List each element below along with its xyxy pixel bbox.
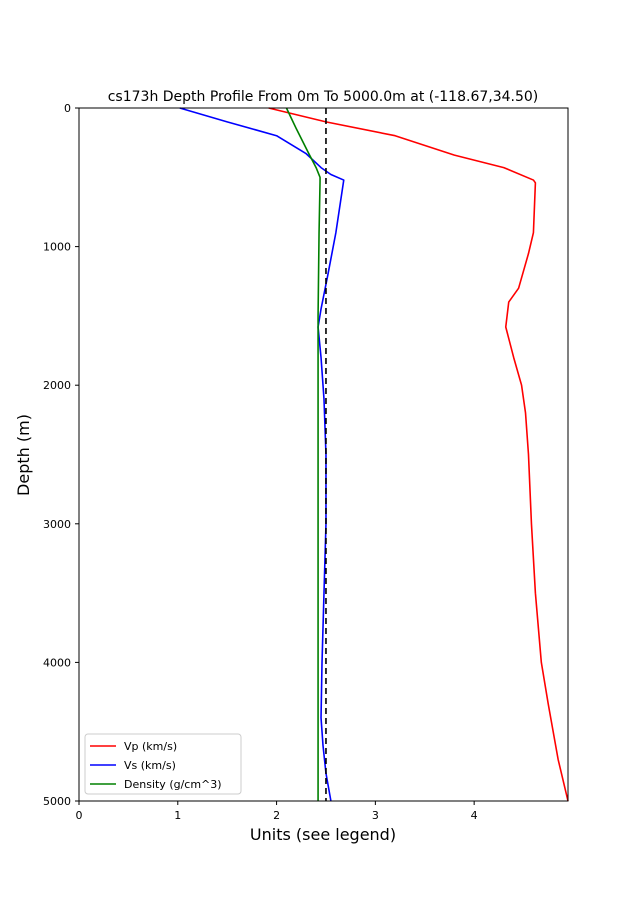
y-tick-label: 0 <box>64 102 71 115</box>
x-axis-title: Units (see legend) <box>250 825 396 844</box>
y-axis: 0 1000 2000 3000 4000 5000 <box>43 102 79 808</box>
y-tick-label: 1000 <box>43 241 71 254</box>
legend-label-density-g-cm-3: Density (g/cm^3) <box>124 778 222 791</box>
y-tick-label: 5000 <box>43 795 71 808</box>
chart-title: cs173h Depth Profile From 0m To 5000.0m … <box>108 89 539 105</box>
series-layer <box>179 107 569 802</box>
legend-label-vp-km-s: Vp (km/s) <box>124 740 177 753</box>
x-tick-label: 0 <box>76 809 83 822</box>
legend: Vp (km/s) Vs (km/s) Density (g/cm^3) <box>84 733 242 795</box>
x-tick-label: 2 <box>273 809 280 822</box>
y-tick-label: 4000 <box>43 656 71 669</box>
x-tick-label: 1 <box>174 809 181 822</box>
y-tick-label: 3000 <box>43 518 71 531</box>
x-axis: 0 1 2 3 4 <box>76 801 478 822</box>
series-line-density-g-cm-3 <box>285 107 321 801</box>
y-axis-title: Depth (m) <box>14 414 33 496</box>
x-tick-label: 3 <box>372 809 379 822</box>
series-line-vp-km-s <box>268 107 569 802</box>
x-tick-label: 4 <box>471 809 478 822</box>
plot-frame <box>78 107 569 802</box>
legend-box <box>84 733 242 795</box>
y-tick-label: 2000 <box>43 379 71 392</box>
legend-label-vs-km-s: Vs (km/s) <box>124 759 176 772</box>
